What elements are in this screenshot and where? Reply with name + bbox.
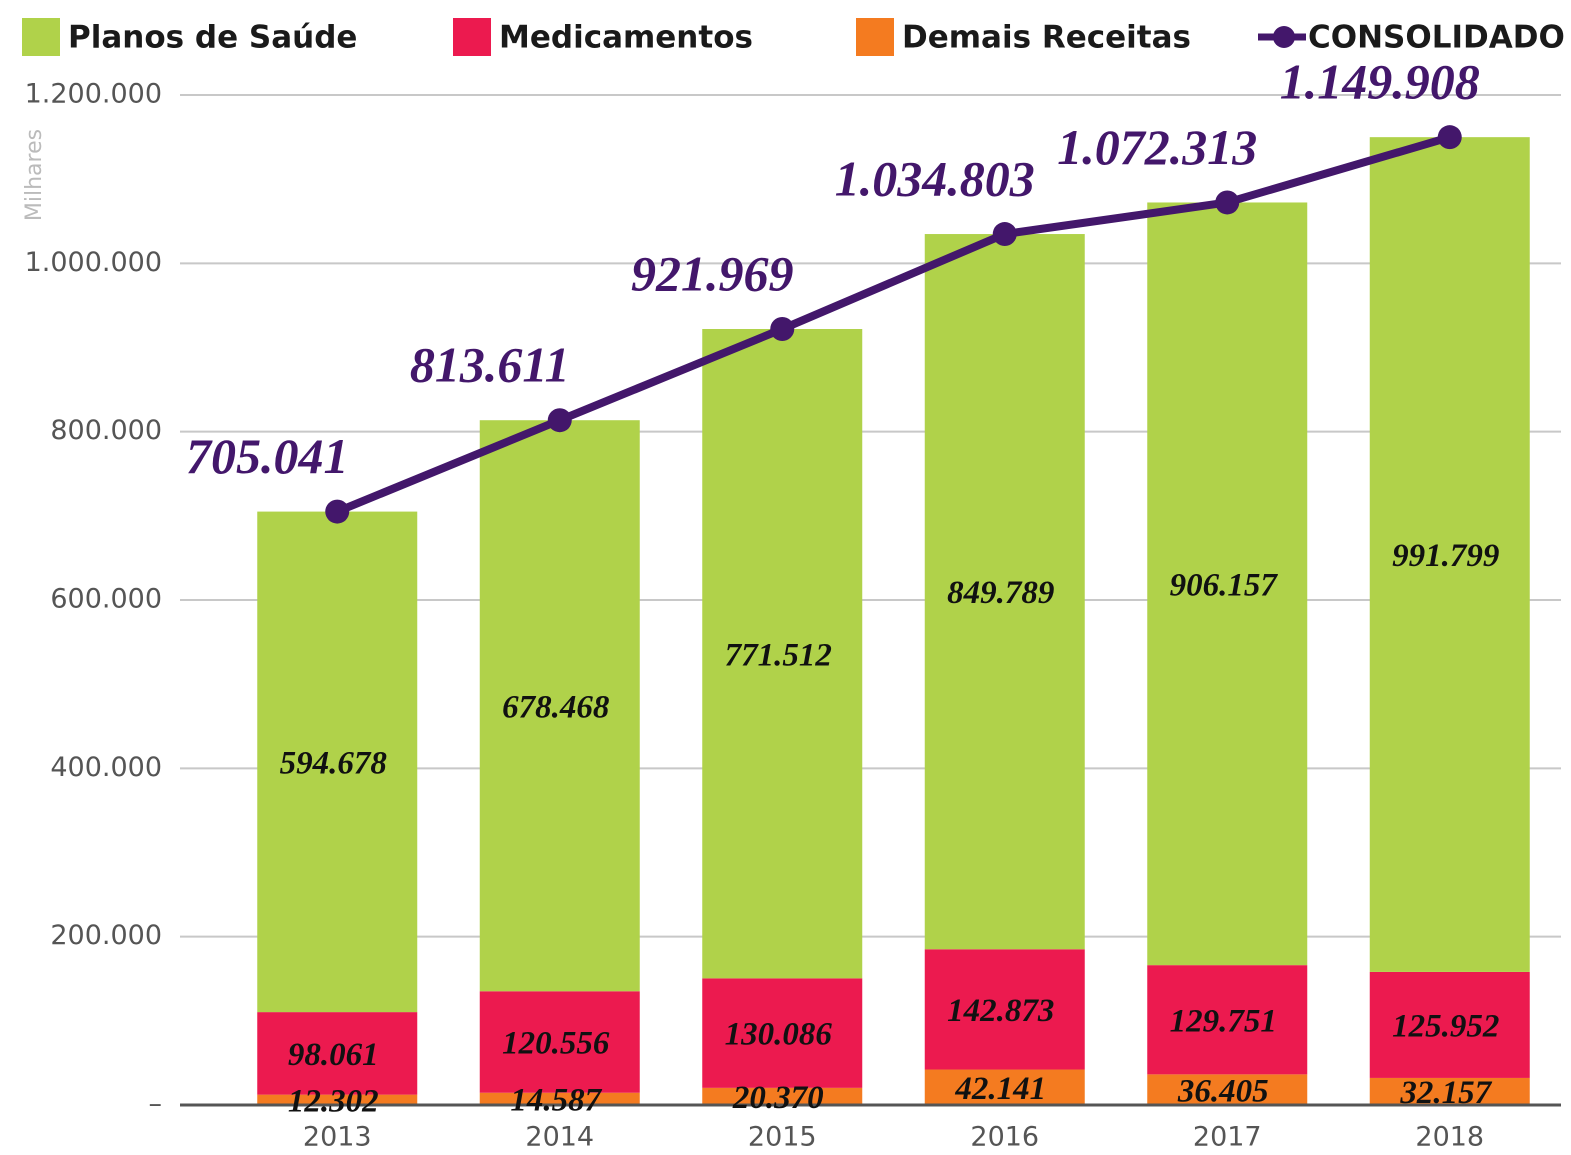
legend-swatch [856, 18, 894, 56]
bar-segment [1147, 202, 1308, 966]
data-label: 14.587 [510, 1082, 602, 1118]
total-label: 921.969 [631, 245, 794, 301]
bar-segment [257, 1012, 418, 1095]
data-label: 125.952 [1392, 1009, 1499, 1045]
total-label: 1.034.803 [835, 151, 1035, 207]
legend-marker [1273, 26, 1295, 48]
total-label: 813.611 [410, 337, 570, 393]
data-label: 594.678 [280, 745, 387, 781]
total-label: 1.149.908 [1280, 54, 1480, 110]
line-marker [992, 222, 1017, 247]
line-marker [547, 408, 572, 433]
data-label: 20.370 [732, 1080, 824, 1116]
y-tick-label: – [149, 1089, 163, 1120]
data-label: 906.157 [1170, 567, 1279, 603]
bar-segment [1147, 1074, 1308, 1105]
y-tick-label: 400.000 [50, 752, 162, 783]
line-marker [325, 499, 350, 524]
data-label: 12.302 [288, 1083, 379, 1119]
total-label: 1.072.313 [1057, 119, 1257, 175]
data-label: 120.556 [502, 1026, 610, 1062]
x-tick-label: 2016 [970, 1122, 1039, 1153]
x-tick-label: 2014 [525, 1122, 594, 1153]
legend-label: Planos de Saúde [68, 20, 357, 56]
bar-segment [257, 511, 418, 1013]
line [335, 133, 1451, 516]
total-label: 705.041 [186, 428, 349, 484]
bar-segment [479, 991, 640, 1093]
data-label: 678.468 [502, 689, 609, 725]
data-label: 36.405 [1177, 1073, 1269, 1109]
data-label: 42.141 [954, 1071, 1046, 1107]
bar-segment [479, 420, 640, 992]
legend-label: CONSOLIDADO [1308, 20, 1565, 56]
line-marker [1215, 190, 1240, 215]
data-label: 129.751 [1170, 1003, 1277, 1039]
x-tick-label: 2017 [1193, 1122, 1262, 1153]
data-label: 130.086 [725, 1017, 833, 1053]
bar-segment [257, 1094, 418, 1105]
y-tick-label: 800.000 [50, 415, 162, 446]
legend-swatch [453, 18, 491, 56]
bar-segment [479, 1092, 640, 1105]
x-tick-label: 2018 [1415, 1122, 1484, 1153]
line-marker [1437, 125, 1462, 150]
data-label: 991.799 [1392, 538, 1499, 574]
data-label: 142.873 [947, 993, 1054, 1029]
data-label: 849.789 [947, 575, 1054, 611]
bar-segment [924, 234, 1085, 950]
bar-segment [924, 1069, 1085, 1105]
data-label: 98.061 [288, 1037, 379, 1073]
y-tick-label: 600.000 [50, 584, 162, 615]
bar-segment [702, 329, 863, 979]
y-tick-label: 1.000.000 [25, 247, 162, 278]
bar-segment [1369, 1077, 1530, 1105]
y-tick-label: 200.000 [50, 920, 162, 951]
bar-segment [1369, 137, 1530, 972]
bar-segment [702, 978, 863, 1088]
bar-segment [1147, 965, 1308, 1075]
legend-label: Demais Receitas [902, 20, 1191, 56]
legend-label: Medicamentos [499, 20, 753, 56]
data-label: 32.157 [1399, 1075, 1492, 1111]
bar-segment [1369, 971, 1530, 1078]
x-tick-label: 2015 [748, 1122, 817, 1153]
bar-segment [702, 1087, 863, 1105]
x-tick-label: 2013 [303, 1122, 372, 1153]
data-label: 771.512 [725, 637, 832, 673]
bar-segment [924, 949, 1085, 1070]
y-tick-label: 1.200.000 [25, 79, 162, 110]
legend-swatch [22, 18, 60, 56]
line-marker [770, 317, 795, 342]
y-axis-label: Milhares [22, 129, 47, 221]
